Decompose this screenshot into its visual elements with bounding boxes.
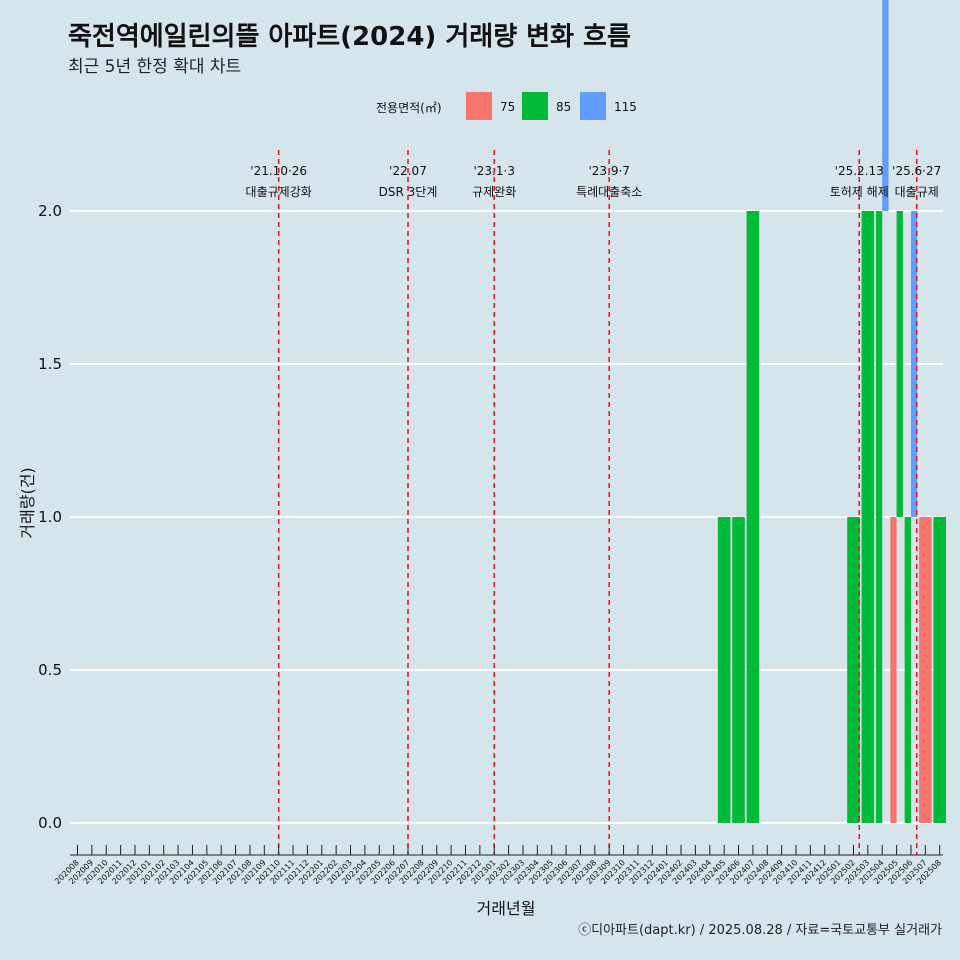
bar-202504-115 [882,0,889,211]
annotation-label: DSR 3단계 [379,185,438,199]
legend-label-115: 115 [614,100,637,114]
annotation-date: '21.10·26 [250,164,307,178]
bar-202506-85 [904,517,911,823]
legend-swatch-115 [580,92,606,120]
y-tick-label: 1.5 [38,355,62,373]
legend-swatch-85 [522,92,548,120]
y-axis-title: 거래량(건) [18,467,37,538]
annotation-label: 대출규제강화 [246,185,312,199]
policy-annotations: '21.10·26 대출규제강화 '22.07 DSR 3단계 '23.1·3 규제완화 '… [246,150,941,855]
chart-title: 죽전역에일린의뜰 아파트(2024) 거래량 변화 흐름 [68,22,631,52]
y-tick-label: 1.0 [38,508,62,526]
axes: 2020082020092020102020112020122021012021… [18,467,943,918]
annotation-date: '25.6·27 [892,164,941,178]
annotation-label: 토허제 해제 [830,185,889,199]
bar-202504-85 [875,211,883,823]
bars [717,0,946,823]
legend-swatch-75 [466,92,492,120]
bar-202506-115 [910,211,918,517]
y-tick-label: 2.0 [38,202,62,220]
bar-202405-85 [717,517,731,823]
legend: 전용면적(㎡) 75 85 115 [376,92,637,120]
bar-202407-85 [746,211,760,823]
annotation-label: 대출규제 [895,185,939,199]
annotation-date: '22.07 [389,164,427,178]
legend-title: 전용면적(㎡) [376,101,442,115]
legend-label-75: 75 [500,100,515,114]
bar-202505-75 [890,517,897,823]
annotation-date: '23.9·7 [588,164,629,178]
annotation-date: '25.2.13 [835,164,884,178]
bar-202505-85 [896,211,903,517]
y-tick-label: 0.0 [38,814,62,832]
chart-subtitle: 최근 5년 한정 확대 차트 [68,57,242,77]
bar-202502-85 [847,517,860,823]
bar-202503-85 [861,211,875,823]
source-caption: ⓒ디아파트(dapt.kr) / 2025.08.28 / 자료=국토교통부 실… [578,923,942,938]
x-axis-title: 거래년월 [477,899,536,918]
annotation-date: '23.1·3 [473,164,514,178]
bar-202508-85 [933,517,946,823]
bar-202507-75 [919,517,932,823]
bar-202406-85 [732,517,745,823]
y-gridlines: 0.0 0.5 1.0 1.5 2.0 [38,202,943,832]
annotation-label: 규제완화 [472,185,516,199]
legend-label-85: 85 [556,100,571,114]
y-tick-label: 0.5 [38,661,62,679]
annotation-label: 특례대출축소 [576,185,642,199]
